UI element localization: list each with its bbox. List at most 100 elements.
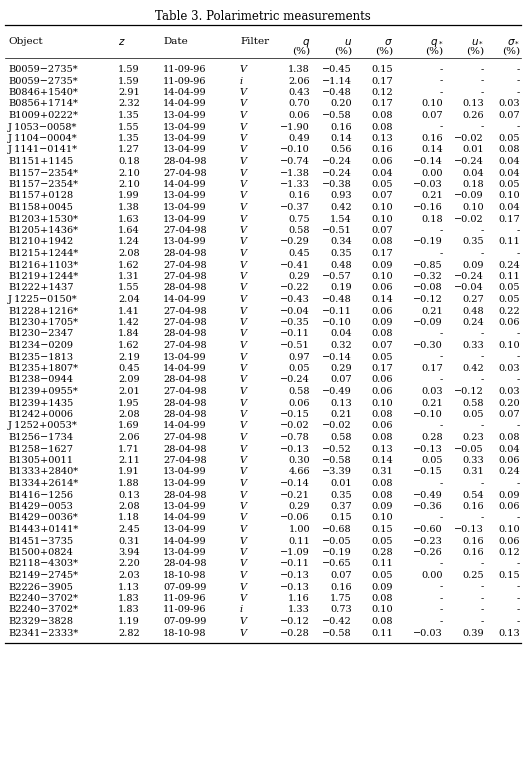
Text: B1235+1807*: B1235+1807* [8, 364, 78, 373]
Text: 2.91: 2.91 [118, 88, 140, 97]
Text: 0.11: 0.11 [371, 628, 393, 638]
Text: V: V [240, 146, 247, 155]
Text: 0.14: 0.14 [371, 456, 393, 465]
Text: V: V [240, 433, 247, 442]
Text: 0.58: 0.58 [462, 399, 484, 407]
Text: 0.08: 0.08 [371, 122, 393, 132]
Text: V: V [240, 306, 247, 316]
Text: 0.26: 0.26 [462, 111, 484, 120]
Text: -: - [517, 353, 520, 361]
Text: B1235−1813: B1235−1813 [8, 353, 73, 361]
Text: 0.07: 0.07 [498, 111, 520, 120]
Text: B1500+0824: B1500+0824 [8, 548, 73, 557]
Text: 1.38: 1.38 [118, 203, 140, 212]
Text: 0.73: 0.73 [330, 605, 352, 614]
Text: −0.02: −0.02 [322, 421, 352, 430]
Text: V: V [240, 537, 247, 545]
Text: -: - [481, 594, 484, 603]
Text: 1.62: 1.62 [118, 260, 140, 269]
Text: −1.90: −1.90 [280, 122, 310, 132]
Text: 28-04-98: 28-04-98 [163, 560, 207, 568]
Text: B1334+2614*: B1334+2614* [8, 479, 78, 488]
Text: 2.03: 2.03 [118, 571, 140, 580]
Text: J 1141−0141*: J 1141−0141* [8, 146, 78, 155]
Text: −0.05: −0.05 [322, 537, 352, 545]
Text: -: - [517, 560, 520, 568]
Text: 0.12: 0.12 [498, 548, 520, 557]
Text: B1305+0011: B1305+0011 [8, 456, 73, 465]
Text: B2329−3828: B2329−3828 [8, 617, 73, 626]
Text: -: - [440, 65, 443, 74]
Text: B1230−2347: B1230−2347 [8, 330, 73, 339]
Text: 0.03: 0.03 [498, 99, 520, 109]
Text: −0.51: −0.51 [280, 341, 310, 350]
Text: −0.48: −0.48 [322, 88, 352, 97]
Text: 0.01: 0.01 [330, 479, 352, 488]
Text: B1203+1530*: B1203+1530* [8, 215, 78, 223]
Text: −0.37: −0.37 [280, 203, 310, 212]
Text: 0.42: 0.42 [462, 364, 484, 373]
Text: 0.06: 0.06 [371, 283, 393, 293]
Text: J 1252+0053*: J 1252+0053* [8, 421, 78, 430]
Text: −0.09: −0.09 [413, 318, 443, 327]
Text: V: V [240, 387, 247, 396]
Text: −0.15: −0.15 [413, 467, 443, 477]
Text: 0.17: 0.17 [421, 364, 443, 373]
Text: V: V [240, 628, 247, 638]
Text: B1443+0141*: B1443+0141* [8, 525, 78, 534]
Text: 1.54: 1.54 [330, 215, 352, 223]
Text: 0.01: 0.01 [462, 146, 484, 155]
Text: 13-04-99: 13-04-99 [163, 237, 207, 246]
Text: B1210+1942: B1210+1942 [8, 237, 73, 246]
Text: B2149−2745*: B2149−2745* [8, 571, 78, 580]
Text: 0.00: 0.00 [421, 169, 443, 178]
Text: 0.75: 0.75 [288, 215, 310, 223]
Text: 0.05: 0.05 [499, 283, 520, 293]
Text: 0.13: 0.13 [330, 399, 352, 407]
Text: (%): (%) [466, 47, 484, 56]
Text: 0.17: 0.17 [498, 215, 520, 223]
Text: B1451−3735: B1451−3735 [8, 537, 73, 545]
Text: 1.84: 1.84 [118, 330, 140, 339]
Text: 27-04-98: 27-04-98 [163, 260, 207, 269]
Text: −0.49: −0.49 [413, 490, 443, 500]
Text: 11-09-96: 11-09-96 [163, 76, 207, 85]
Text: −3.39: −3.39 [322, 467, 352, 477]
Text: V: V [240, 260, 247, 269]
Text: 0.09: 0.09 [462, 260, 484, 269]
Text: 1.83: 1.83 [118, 594, 140, 603]
Text: 0.17: 0.17 [371, 249, 393, 258]
Text: 0.15: 0.15 [330, 514, 352, 523]
Text: 1.42: 1.42 [118, 318, 140, 327]
Text: 1.55: 1.55 [118, 122, 139, 132]
Text: 0.29: 0.29 [330, 364, 352, 373]
Text: -: - [517, 594, 520, 603]
Text: -: - [440, 560, 443, 568]
Text: −0.04: −0.04 [454, 283, 484, 293]
Text: 0.28: 0.28 [421, 433, 443, 442]
Text: 0.14: 0.14 [330, 134, 352, 143]
Text: 0.18: 0.18 [421, 215, 443, 223]
Text: 0.07: 0.07 [330, 571, 352, 580]
Text: B0059−2735*: B0059−2735* [8, 76, 78, 85]
Text: -: - [481, 76, 484, 85]
Text: $q_*$: $q_*$ [430, 37, 443, 49]
Text: -: - [481, 122, 484, 132]
Text: V: V [240, 88, 247, 97]
Text: 1.59: 1.59 [118, 65, 139, 74]
Text: 0.27: 0.27 [462, 295, 484, 304]
Text: -: - [440, 421, 443, 430]
Text: V: V [240, 192, 247, 200]
Text: 2.06: 2.06 [288, 76, 310, 85]
Text: -: - [481, 605, 484, 614]
Text: V: V [240, 180, 247, 189]
Text: 0.35: 0.35 [330, 249, 352, 258]
Text: V: V [240, 215, 247, 223]
Text: J 1104−0004*: J 1104−0004* [8, 134, 78, 143]
Text: -: - [517, 376, 520, 384]
Text: 0.09: 0.09 [499, 490, 520, 500]
Text: 0.14: 0.14 [371, 295, 393, 304]
Text: 0.18: 0.18 [462, 180, 484, 189]
Text: 0.54: 0.54 [462, 490, 484, 500]
Text: 2.09: 2.09 [118, 376, 139, 384]
